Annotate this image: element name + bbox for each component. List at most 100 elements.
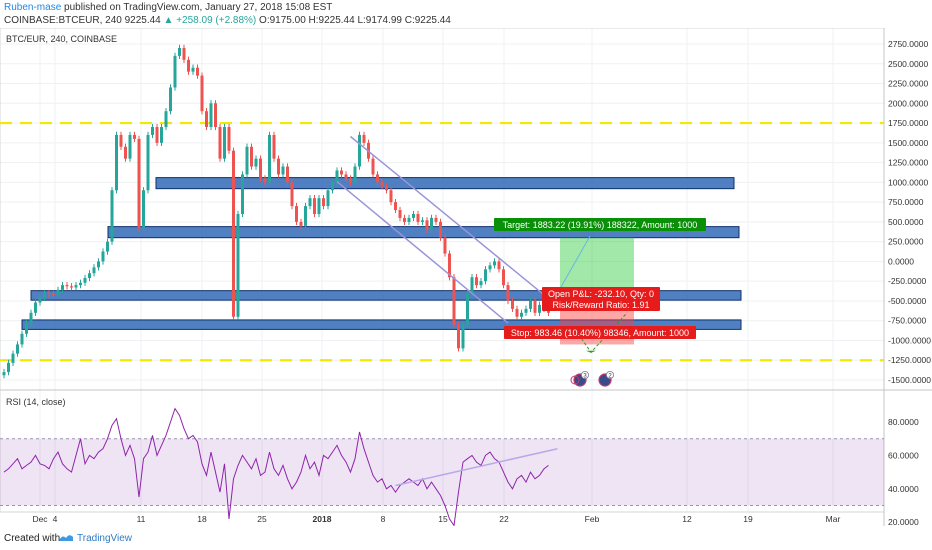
created-with: Created with [4,533,61,544]
candle-body [227,127,231,151]
candle-body [11,353,15,363]
candle-body [299,221,303,226]
candle-body [196,67,199,76]
candle-body [295,206,298,222]
rsi-tick: 80.0000 [888,417,919,427]
candle-body [128,134,132,159]
main-chart-title: BTC/EUR, 240, COINBASE [6,34,117,44]
candle-body [133,134,136,139]
descending-channel [336,135,549,324]
time-tick: 2018 [313,514,332,524]
chart-area[interactable]: BTC/EUR, 240, COINBASE Target: 1883.22 (… [0,28,932,526]
time-tick: 8 [381,514,386,524]
candle-body [178,47,181,56]
candle-body [110,190,114,242]
publish-info: published on TradingView.com, January 27… [64,2,333,13]
time-tick: 19 [743,514,753,524]
tradingview-logo-icon [59,535,73,541]
candle-body [25,323,28,334]
projection-arrow-icon [586,350,596,353]
candle-body [61,285,64,290]
candle-body [268,134,271,183]
ohlc-values: O:9175.00 H:9225.44 L:9174.99 C:9225.44 [259,15,451,26]
rsi-axis: 80.0000 60.0000 40.0000 20.0000 [888,417,919,526]
time-tick: 18 [197,514,207,524]
candle-body [529,300,532,309]
candle-body [218,127,222,159]
last-price: 9225.44 [124,15,161,26]
candle-body [236,213,240,317]
tradingview-brand[interactable]: TradingView [77,533,133,544]
candle-body [272,134,276,159]
candle-body [245,146,249,175]
candle-body [470,277,474,294]
candle-body [484,269,487,282]
channel-line-2 [336,180,509,324]
author-link[interactable]: Ruben-mase [4,2,62,13]
candle-body [92,267,96,274]
candle-body [317,198,321,214]
price-tick: 2000.0000 [888,98,928,108]
publish-line: Ruben-mase published on TradingView.com,… [4,2,332,13]
candle-body [511,300,514,309]
candle-body [106,241,109,252]
event-badge [581,370,590,379]
candle-body [349,178,352,183]
candle-body [65,285,69,287]
long-position-tool[interactable]: Target: 1883.22 (19.91%) 188322, Amount:… [494,218,706,354]
candle-body [232,150,235,317]
event-count: 3 [583,374,587,380]
support-resistance-zones [21,177,742,330]
candle-body [29,312,33,324]
candle-body [115,134,118,191]
candle-body [52,293,55,295]
candle-body [83,278,87,283]
candle-body [38,297,42,303]
price-tick: 2750.0000 [888,39,928,49]
candle-body [331,182,334,191]
candle-body [137,138,141,229]
candle-body [263,178,267,183]
stop-label: Stop: 983.46 (10.40%) 98346, Amount: 100… [511,328,689,338]
candle-body [502,269,505,286]
candle-body [439,221,442,238]
candle-body [101,251,105,262]
stop-label-box [504,326,696,339]
candle-body [452,277,456,325]
candle-body [308,198,312,207]
candle-body [434,217,438,222]
candle-body [457,324,460,349]
time-tick: 22 [499,514,509,524]
candle-body [281,166,285,175]
candle-body [466,293,469,325]
time-axis: Dec 4 11 18 25 2018 8 15 22 Feb 12 19 Mar [32,514,840,524]
candle-body [79,282,82,286]
time-tick: 12 [682,514,692,524]
candle-body [209,103,213,128]
rsi-band-fill [0,438,884,506]
price-tick: -500.0000 [888,296,927,306]
price-tick: -250.0000 [888,276,927,286]
zone-1 [155,177,735,190]
candle-body [250,146,253,167]
price-tick: -750.0000 [888,316,927,326]
rr-label: Risk/Reward Ratio: 1.91 [552,300,649,310]
rsi-title: RSI (14, close) [6,397,66,407]
ohlc-line: COINBASE:BTCEUR, 240 9225.44 ▲ +258.09 (… [4,15,451,26]
candle-body [88,273,91,279]
candle-body [187,59,190,72]
candle-body [146,134,150,191]
price-axis: 2750.0000 2500.0000 2250.0000 2000.0000 1750… [888,39,931,385]
candle-body [394,202,397,211]
candle-body [380,182,384,187]
event-badge [606,370,615,379]
candle-body [371,158,375,175]
candle-body [313,198,316,214]
candle-body [515,308,519,317]
candle-body [326,190,330,207]
candle-body [277,158,280,175]
rsi-tick: 20.0000 [888,517,919,526]
candle-body [506,285,510,301]
candle-body [56,289,60,295]
